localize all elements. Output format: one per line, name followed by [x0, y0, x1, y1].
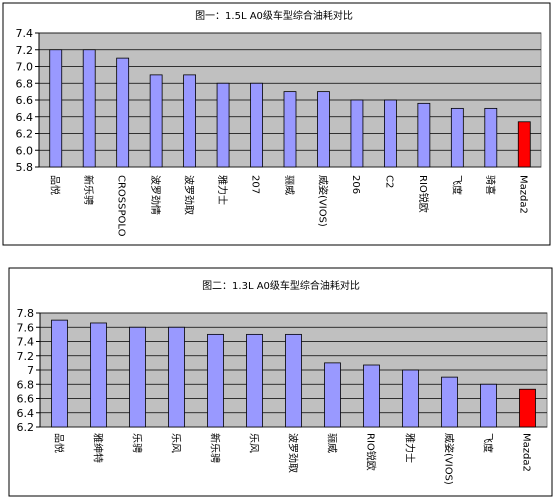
chart-2-y-axis-ticks: 6.26.46.6 6.877.27.4 7.67.8	[17, 307, 41, 434]
bar	[283, 91, 297, 168]
bar	[450, 107, 464, 168]
category-label: 波罗劲情	[149, 175, 162, 215]
bar	[250, 82, 263, 168]
y-tick-label: 7.4	[16, 27, 34, 40]
category-label: Mazda2	[521, 433, 532, 472]
y-tick-label: 5.8	[16, 161, 34, 174]
bar	[317, 91, 330, 168]
chart-1-y-axis-ticks: 5.8 6.0 6.2 6.4 6.6 6.8 7.0 7.2 7.4	[16, 27, 40, 174]
y-tick-label: 6.8	[17, 378, 35, 391]
bar	[484, 107, 498, 168]
category-label: 骑喜	[484, 175, 497, 195]
category-label: 飞度	[450, 175, 463, 195]
chart-1-title: 图一：1.5L A0级车型综合油耗对比	[195, 9, 353, 22]
category-label: 波罗劲取	[287, 433, 300, 473]
y-tick-label: 7.8	[17, 307, 35, 320]
y-tick-label: 7	[27, 364, 34, 377]
category-label: 威姿(VIOS)	[316, 175, 329, 227]
bar	[246, 333, 263, 428]
bar	[285, 333, 302, 428]
highlight-bar	[519, 388, 536, 428]
category-label: 骊威	[326, 433, 339, 453]
y-tick-label: 7.0	[16, 61, 34, 74]
category-label: 乐风	[248, 433, 260, 453]
y-tick-label: 7.4	[17, 336, 35, 349]
bar	[90, 322, 107, 428]
category-label: 雅绅特	[92, 433, 105, 463]
y-tick-label: 6.4	[17, 407, 35, 420]
bar	[417, 102, 431, 168]
category-label: 雅力士	[216, 175, 229, 205]
category-label: 飞度	[482, 433, 495, 453]
chart-1-category-labels: 品悦 新乐骋 CROSSPOLO 波罗劲情 波罗劲取 雅力士 207 骊威 威姿(VIOS) 20…	[49, 175, 529, 237]
bar	[129, 326, 146, 428]
category-label: 品悦	[49, 175, 62, 195]
category-label: 207	[250, 175, 261, 194]
bar	[216, 82, 230, 168]
bar	[51, 319, 68, 428]
category-label: 波罗劲取	[183, 175, 196, 215]
category-label: 乐骋	[131, 433, 144, 453]
bar	[441, 376, 458, 428]
bar	[402, 369, 419, 428]
chart-fuel-1-3l: 图二：1.3L A0级车型综合油耗对比 6.26.46.6 6.877.27.4 7…	[8, 267, 553, 497]
category-label: CROSSPOLO	[116, 175, 127, 237]
category-label: RIO锐欧	[365, 433, 378, 471]
category-label: 乐风	[170, 433, 182, 453]
chart-1-bars	[49, 49, 531, 168]
category-label: 新乐骋	[82, 175, 95, 205]
bar	[480, 383, 497, 428]
category-label: 品悦	[53, 433, 66, 453]
bar	[168, 326, 185, 428]
chart-2-title: 图二：1.3L A0级车型综合油耗对比	[202, 279, 360, 292]
bar	[82, 49, 96, 168]
y-tick-label: 7.6	[17, 321, 35, 334]
category-label: Mazda2	[517, 175, 528, 214]
category-label: 骊威	[283, 175, 296, 195]
category-label: 206	[350, 175, 361, 194]
y-tick-label: 7.2	[16, 44, 34, 57]
bar	[49, 49, 63, 168]
chart-fuel-1-5l: 图一：1.5L A0级车型综合油耗对比 5.8 6.0 6.2 6.4 6.6 6.8 7.…	[2, 2, 551, 246]
y-tick-label: 6.6	[16, 94, 34, 107]
bar	[149, 74, 163, 168]
chart-2-bars	[51, 319, 536, 428]
y-tick-label: 6.6	[17, 393, 35, 406]
y-tick-label: 6.0	[16, 144, 34, 157]
category-label: C2	[383, 175, 394, 188]
y-tick-label: 6.4	[16, 111, 34, 124]
bar	[350, 99, 364, 168]
chart-2-category-labels: 品悦 雅绅特 乐骋 乐风 新乐骋 乐风 波罗劲取 骊威 RIO锐欧 雅力士 威姿(VIOS) 飞度 Ma…	[53, 433, 532, 485]
category-label: 新乐骋	[209, 433, 222, 463]
bar	[207, 333, 224, 428]
bar	[324, 362, 341, 428]
y-tick-label: 6.2	[16, 128, 34, 141]
bar	[183, 74, 197, 168]
y-tick-label: 6.2	[17, 421, 35, 434]
bar	[116, 57, 130, 168]
bar	[363, 364, 380, 428]
highlight-bar	[517, 121, 531, 168]
bar	[383, 99, 397, 168]
category-label: RIO锐欧	[417, 175, 430, 213]
category-label: 威姿(VIOS)	[443, 433, 456, 485]
y-tick-label: 6.8	[16, 77, 34, 90]
y-tick-label: 7.2	[17, 350, 35, 363]
category-label: 雅力士	[404, 433, 417, 463]
